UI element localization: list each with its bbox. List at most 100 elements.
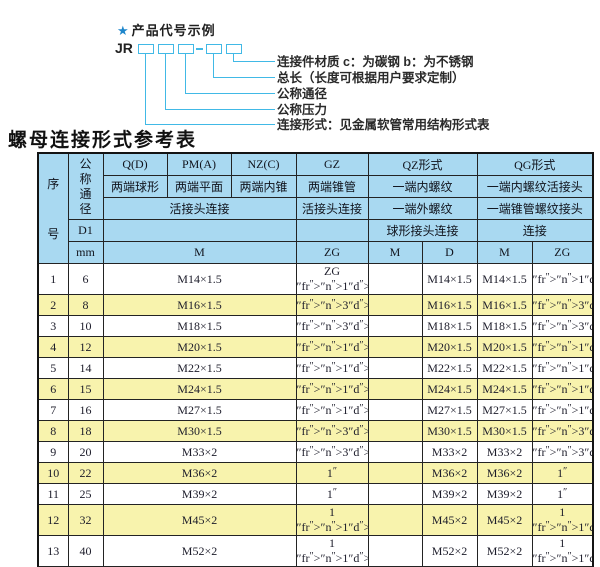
cell-qg-zg: ″fr″>″n″>3″d″>8″ (531, 315, 594, 337)
header-union-conn: 活接头连接 (102, 197, 297, 220)
header-qz-row3: 一端外螺纹 (367, 197, 478, 220)
header-q-code: Q(D) (102, 152, 168, 176)
header-qz-row2: 一端内螺纹 (367, 175, 478, 198)
cell-qz-d: M14×1.5 (421, 263, 478, 295)
cell-dn: 16 (67, 399, 104, 421)
cell-qg-zg: 1 ″fr″>″n″>1″d″>2″ (531, 535, 594, 567)
cell-gz-zg: 1″ (295, 483, 369, 505)
cell-qg-zg: ″fr″>″n″>3″d″>4″ (531, 420, 594, 442)
table-header: 序号 公称通径 Q(D) PM(A) NZ(C) GZ QZ形式 QG形式 两端… (37, 152, 594, 264)
cell-m: M52×2 (102, 535, 297, 567)
header-gz-conn: 活接头连接 (295, 197, 369, 220)
code-box-5 (226, 44, 242, 54)
cell-qg-zg: 1″ (531, 462, 594, 484)
header-dn: 公称通径 (67, 152, 104, 220)
cell-gz-zg: ″fr″>″n″>3″d″>8″ (295, 294, 369, 316)
header-qg-row3: 一端锥管螺纹接头 (476, 197, 594, 220)
cell-m: M36×2 (102, 462, 297, 484)
cell-seq: 9 (37, 441, 69, 463)
cell-qz-m (367, 294, 423, 316)
table-row: 514M22×1.5″fr″>″n″>1″d″>2″M22×1.5M22×1.5… (37, 357, 594, 379)
cell-seq: 7 (37, 399, 69, 421)
table-row: 310M18×1.5″fr″>″n″>3″d″>8″M18×1.5M18×1.5… (37, 315, 594, 337)
cell-m: M22×1.5 (102, 357, 297, 379)
label-total-length: 总长（长度可根据用户要求定制） (277, 71, 465, 85)
cell-qz-m (367, 378, 423, 400)
cell-qg-zg: ″fr″>″n″>1″d″>4″ (531, 263, 594, 295)
cell-qg-zg: ″fr″>″n″>1″d″>2″ (531, 378, 594, 400)
cell-m: M45×2 (102, 504, 297, 536)
header-qg-zg: ZG (531, 241, 594, 264)
connector-line-4 (213, 53, 275, 78)
cell-gz-zg: 1 ″fr″>″n″>1″d″>2″ (295, 535, 369, 567)
cell-qg-m: M16×1.5 (476, 294, 533, 316)
cell-dn: 18 (67, 420, 104, 442)
header-empty-m (102, 219, 297, 242)
cell-qg-m: M52×2 (476, 535, 533, 567)
cell-qz-m (367, 535, 423, 567)
table-row: 716M27×1.5″fr″>″n″>1″d″>2″M27×1.5M27×1.5… (37, 399, 594, 421)
header-seq: 序号 (37, 152, 69, 264)
cell-qz-m (367, 263, 423, 295)
cell-qz-d: M52×2 (421, 535, 478, 567)
table-row: 412M20×1.5″fr″>″n″>1″d″>2″M20×1.5M20×1.5… (37, 336, 594, 358)
cell-qz-d: M27×1.5 (421, 399, 478, 421)
label-nominal-dn: 公称通径 (277, 87, 328, 101)
header-m-col: M (102, 241, 297, 264)
cell-dn: 14 (67, 357, 104, 379)
cell-gz-zg: 1″ (295, 462, 369, 484)
cell-qz-m (367, 420, 423, 442)
star-icon: ★ (117, 23, 130, 38)
diagram-title: ★ 产品代号示例 (117, 20, 216, 39)
cell-qz-m (367, 399, 423, 421)
table-row: 920M33×2″fr″>″n″>3″d″>4″M33×2M33×2″fr″>″… (37, 441, 594, 463)
code-box-1 (138, 44, 154, 54)
cell-dn: 20 (67, 441, 104, 463)
cell-seq: 11 (37, 483, 69, 505)
cell-m: M16×1.5 (102, 294, 297, 316)
header-d1: D1 (67, 219, 104, 242)
cell-gz-zg: ″fr″>″n″>1″d″>2″ (295, 399, 369, 421)
cell-gz-zg: ″fr″>″n″>1″d″>2″ (295, 378, 369, 400)
cell-qg-m: M14×1.5 (476, 263, 533, 295)
nut-connection-table: 序号 公称通径 Q(D) PM(A) NZ(C) GZ QZ形式 QG形式 两端… (37, 152, 594, 567)
header-q-ends: 两端球形 (102, 175, 168, 198)
cell-qg-m: M30×1.5 (476, 420, 533, 442)
header-qz-m: M (367, 241, 423, 264)
cell-gz-zg: ″fr″>″n″>1″d″>2″ (295, 357, 369, 379)
cell-qg-m: M20×1.5 (476, 336, 533, 358)
cell-qg-m: M45×2 (476, 504, 533, 536)
header-pm-code: PM(A) (166, 152, 232, 176)
header-qz-row4: 球形接头连接 (367, 219, 478, 242)
connector-line-1 (145, 53, 275, 125)
code-prefix: JR (115, 40, 133, 56)
cell-qz-m (367, 504, 423, 536)
cell-qz-d: M16×1.5 (421, 294, 478, 316)
cell-qz-d: M45×2 (421, 504, 478, 536)
cell-dn: 40 (67, 535, 104, 567)
cell-qg-zg: 1 ″fr″>″n″>1″d″>4″ (531, 504, 594, 536)
cell-qz-d: M36×2 (421, 462, 478, 484)
cell-dn: 10 (67, 315, 104, 337)
cell-dn: 25 (67, 483, 104, 505)
cell-m: M27×1.5 (102, 399, 297, 421)
header-zg-col: ZG (295, 241, 369, 264)
cell-qg-zg: ″fr″>″n″>1″d″>2″ (531, 336, 594, 358)
header-qg-m: M (476, 241, 533, 264)
cell-gz-zg: ZG ″fr″>″n″>1″d″>4″ (295, 263, 369, 295)
cell-dn: 32 (67, 504, 104, 536)
cell-qg-m: M33×2 (476, 441, 533, 463)
cell-gz-zg: ″fr″>″n″>3″d″>8″ (295, 315, 369, 337)
cell-seq: 10 (37, 462, 69, 484)
header-qz-title: QZ形式 (367, 152, 478, 176)
cell-qz-d: M24×1.5 (421, 378, 478, 400)
cell-seq: 8 (37, 420, 69, 442)
table-row: 11 25 M39×2 1″ M39×2 M39×2 1″ (37, 483, 594, 505)
cell-dn: 22 (67, 462, 104, 484)
cell-m: M30×1.5 (102, 420, 297, 442)
header-pm-ends: 两端平面 (166, 175, 232, 198)
cell-m: M20×1.5 (102, 336, 297, 358)
